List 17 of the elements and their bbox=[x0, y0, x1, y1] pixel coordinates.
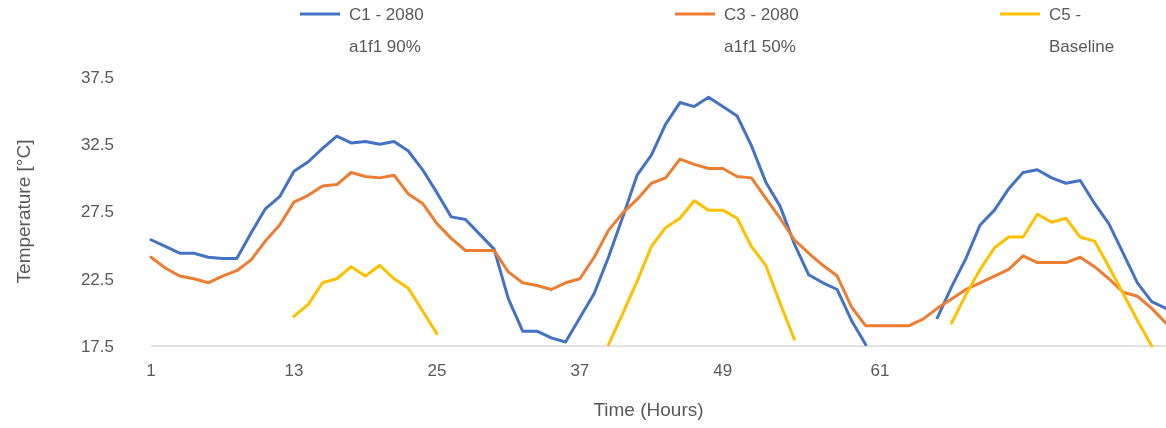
x-tick-label: 1 bbox=[146, 361, 156, 380]
x-tick-label: 25 bbox=[427, 361, 447, 380]
y-tick-label: 17.5 bbox=[80, 336, 114, 356]
x-tick-label: 37 bbox=[570, 361, 590, 380]
legend-label: C5 - Baseline bbox=[1049, 5, 1115, 56]
line-series bbox=[149, 157, 1166, 328]
legend-label: C3 - 2080 a1f1 50% bbox=[724, 5, 799, 56]
y-tick-label: 37.5 bbox=[80, 67, 114, 87]
x-tick-label: 13 bbox=[284, 361, 304, 380]
y-tick-label: 27.5 bbox=[80, 202, 114, 222]
x-axis-title: Time (Hours) bbox=[593, 399, 704, 420]
x-tick-label: 61 bbox=[870, 361, 890, 380]
x-tick-label: 49 bbox=[713, 361, 733, 380]
y-axis-title: Temperature [°C] bbox=[13, 139, 34, 284]
legend-label: C1 - 2080 a1f1 90% bbox=[349, 5, 424, 56]
y-tick-label: 32.5 bbox=[80, 135, 114, 155]
y-tick-label: 22.5 bbox=[80, 269, 114, 289]
